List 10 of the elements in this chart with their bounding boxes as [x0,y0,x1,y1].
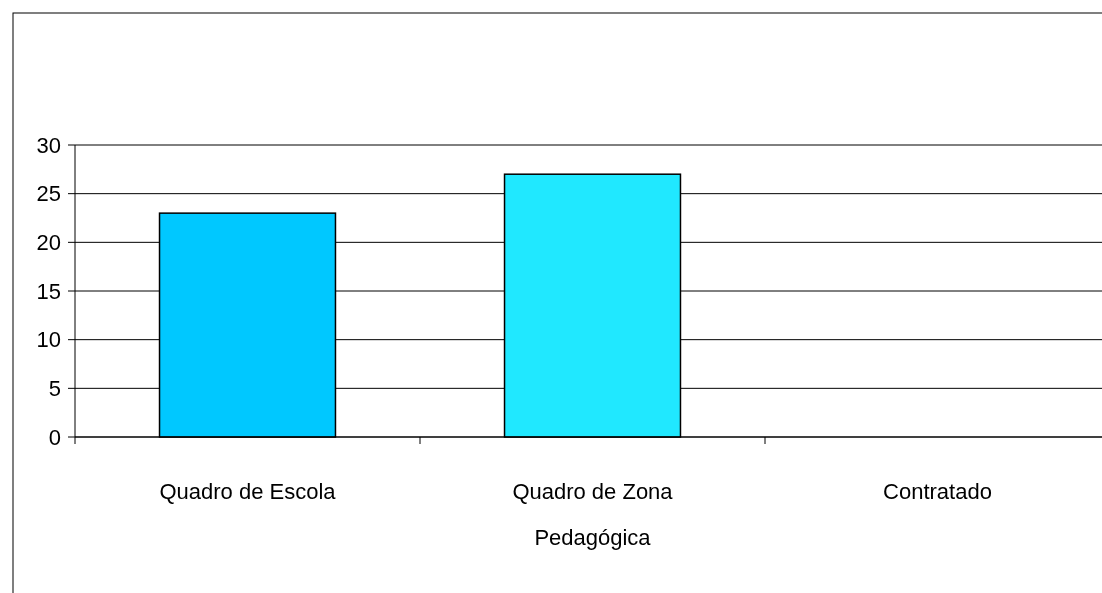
y-tick-label: 20 [36,230,61,256]
y-tick-label: 15 [36,278,61,304]
y-tick-label: 0 [48,424,61,450]
y-tick-label: 25 [36,181,61,207]
y-tick-label: 5 [48,376,61,402]
y-tick-label: 30 [36,132,61,158]
x-tick-label: Quadro de Zona Pedagógica [512,479,674,550]
x-tick-label: Contratado [883,479,992,504]
x-tick-label: Quadro de Escola [159,479,337,504]
y-tick-label: 10 [36,327,61,353]
